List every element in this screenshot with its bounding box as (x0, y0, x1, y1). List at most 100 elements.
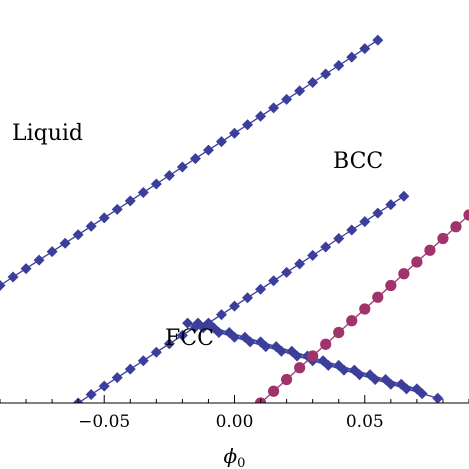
purple-line-point (450, 221, 462, 233)
fcc-boundary-right-b-point (208, 322, 220, 334)
liquid-bcc-boundary-point (281, 93, 293, 105)
fcc-bcc-boundary-left-point (385, 199, 397, 211)
fcc-bcc-boundary-left-series (72, 190, 410, 403)
fcc-boundary-right-b-point (239, 331, 251, 343)
liquid-bcc-boundary-point (294, 85, 306, 97)
liquid-bcc-boundary-point (229, 127, 240, 139)
liquid-bcc-boundary-point (307, 76, 319, 88)
purple-line-point (307, 350, 319, 362)
x-tick-label: −0.05 (78, 412, 130, 432)
liquid-bcc-boundary-point (98, 212, 110, 224)
purple-line-point (385, 279, 397, 292)
liquid-bcc-boundary-point (59, 237, 71, 249)
liquid-bcc-boundary-point (333, 60, 345, 72)
liquid-bcc-boundary-point (189, 153, 201, 165)
fcc-bcc-boundary-left-point (294, 258, 306, 270)
liquid-bcc-boundary-point (242, 119, 254, 131)
liquid-bcc-boundary-point (176, 161, 188, 173)
fcc-bcc-boundary-left-point (268, 275, 280, 287)
purple-line-series (254, 209, 469, 403)
fcc-boundary-right-b-point (333, 359, 345, 371)
liquid-bcc-boundary-point (124, 195, 136, 207)
liquid-bcc-boundary-point (46, 246, 58, 258)
x-tick-label: 0.05 (346, 412, 384, 432)
region-label-bcc: BCC (333, 149, 383, 174)
fcc-boundary-right-a-point (182, 317, 194, 329)
region-labels: Liquid BCC FCC (12, 121, 383, 351)
purple-line-point (333, 326, 345, 339)
liquid-bcc-boundary-point (7, 271, 19, 283)
fcc-bcc-boundary-left-point (320, 241, 332, 253)
fcc-boundary-right-b-point (223, 327, 235, 338)
fcc-boundary-right-b-point (317, 355, 329, 367)
liquid-bcc-boundary-point (346, 51, 358, 63)
fcc-bcc-boundary-left-point (176, 329, 188, 341)
fcc-bcc-boundary-left-point (229, 300, 240, 312)
liquid-bcc-boundary-point (202, 144, 214, 156)
fcc-boundary-right-b-point (286, 345, 298, 357)
fcc-bcc-boundary-left-point (215, 309, 227, 321)
purple-line-point (437, 232, 449, 245)
plot-area (0, 34, 469, 403)
x-axis-title: ϕ0 (224, 444, 246, 469)
fcc-boundary-right-b-point (348, 364, 360, 376)
liquid-bcc-boundary-point (268, 102, 280, 114)
liquid-bcc-boundary-point (85, 220, 97, 232)
fcc-bcc-boundary-left-point (372, 207, 384, 219)
purple-line-point (424, 244, 436, 256)
fcc-boundary-right-b-point (380, 374, 392, 385)
liquid-bcc-boundary-point (0, 280, 6, 291)
purple-line-point (320, 338, 332, 350)
fcc-boundary-right-a-point (432, 392, 444, 403)
liquid-bcc-boundary-point (33, 254, 45, 266)
fcc-bcc-boundary-left-point (333, 233, 345, 244)
fcc-bcc-boundary-left-point (111, 372, 123, 384)
fcc-boundary-right-b-point (411, 383, 423, 395)
purple-line-point (398, 268, 410, 280)
fcc-bcc-boundary-left-point (124, 363, 136, 375)
x-axis: −0.05 0.00 0.05 ϕ0 (0, 395, 469, 469)
fcc-bcc-boundary-left-point (242, 292, 254, 304)
fcc-boundary-right-b-point (395, 378, 407, 390)
liquid-bcc-boundary-point (111, 203, 123, 215)
fcc-bcc-boundary-left-point (255, 283, 267, 295)
fcc-boundary-right-b-point (192, 317, 204, 329)
fcc-bcc-boundary-left-point (85, 389, 97, 401)
fcc-boundary-right-b-point (364, 369, 376, 381)
purple-line-point (267, 385, 280, 397)
liquid-bcc-boundary-point (320, 68, 332, 80)
fcc-boundary-right-b-point (255, 336, 267, 348)
purple-line-point (359, 303, 371, 315)
fcc-boundary-right-b-series (192, 317, 423, 395)
liquid-bcc-boundary-point (163, 170, 175, 182)
fcc-bcc-boundary-left-point (307, 249, 319, 261)
liquid-bcc-boundary-series (0, 34, 384, 291)
region-label-fcc: FCC (165, 326, 214, 351)
region-label-liquid: Liquid (12, 121, 83, 146)
liquid-bcc-boundary-point (255, 110, 267, 122)
purple-line-point (372, 291, 384, 303)
purple-line-point (411, 256, 423, 268)
liquid-bcc-boundary-point (359, 43, 371, 55)
fcc-bcc-boundary-left-point (137, 355, 149, 367)
liquid-bcc-boundary-point (137, 186, 149, 198)
fcc-bcc-boundary-left-point (281, 266, 293, 278)
liquid-bcc-boundary-point (215, 136, 227, 148)
liquid-bcc-boundary-point (72, 229, 84, 241)
purple-line-point (281, 373, 293, 386)
liquid-bcc-boundary-point (372, 34, 384, 46)
liquid-bcc-boundary-point (20, 263, 32, 275)
purple-line-point (346, 315, 358, 327)
fcc-bcc-boundary-left-point (359, 216, 371, 228)
fcc-bcc-boundary-left-point (150, 346, 162, 358)
fcc-bcc-boundary-left-point (163, 338, 175, 350)
purple-line-point (463, 209, 469, 221)
fcc-bcc-boundary-left-point (346, 224, 358, 236)
purple-line-point (294, 362, 306, 374)
fcc-bcc-boundary-left-point (98, 380, 110, 392)
x-tick-label: 0.00 (216, 412, 254, 432)
fcc-boundary-right-b-point (270, 341, 282, 353)
liquid-bcc-boundary-point (150, 178, 162, 190)
liquid-bcc-boundary-line (0, 39, 379, 287)
